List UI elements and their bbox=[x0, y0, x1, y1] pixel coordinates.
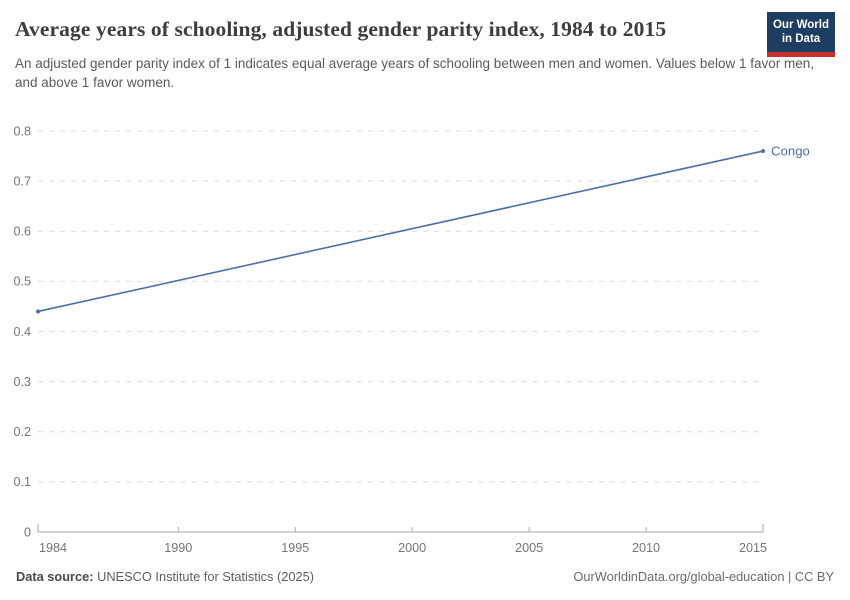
y-tick-label: 0.5 bbox=[13, 275, 31, 289]
x-tick-label: 1995 bbox=[281, 541, 309, 555]
x-tick-label: 2010 bbox=[632, 541, 660, 555]
data-source: Data source: UNESCO Institute for Statis… bbox=[16, 569, 314, 584]
x-tick-label: 2005 bbox=[515, 541, 543, 555]
data-source-value: UNESCO Institute for Statistics (2025) bbox=[97, 569, 315, 584]
owid-logo-text-line1: Our World bbox=[772, 19, 829, 31]
y-tick-label: 0.3 bbox=[13, 375, 31, 389]
x-tick-label: 1984 bbox=[39, 541, 67, 555]
owid-logo-text-line2: in Data bbox=[781, 33, 821, 46]
y-tick-label: 0 bbox=[24, 525, 31, 539]
y-tick-label: 0.4 bbox=[13, 325, 31, 339]
page-title: Average years of schooling, adjusted gen… bbox=[15, 17, 667, 41]
y-tick-label: 0.2 bbox=[13, 425, 31, 439]
data-source-label: Data source: bbox=[16, 569, 94, 584]
data-point-marker bbox=[761, 149, 765, 154]
y-tick-label: 0.8 bbox=[13, 124, 31, 138]
entity-label: Congo bbox=[771, 144, 810, 159]
y-tick-label: 0.6 bbox=[13, 225, 31, 239]
series-line bbox=[37, 150, 764, 313]
owid-url-link[interactable]: OurWorldinData.org/global-education | CC… bbox=[573, 569, 834, 584]
y-tick-label: 0.7 bbox=[13, 174, 31, 188]
chart-subtitle: An adjusted gender parity index of 1 ind… bbox=[15, 56, 814, 91]
x-tick-label: 2000 bbox=[398, 541, 426, 555]
owid-logo[interactable]: Our World in Data bbox=[767, 12, 835, 57]
chart-footer: Data source: UNESCO Institute for Statis… bbox=[16, 569, 834, 584]
data-point-marker bbox=[36, 309, 40, 314]
y-tick-label: 0.1 bbox=[13, 475, 31, 489]
x-tick-label: 2015 bbox=[739, 541, 767, 555]
chart-header: Average years of schooling, adjusted gen… bbox=[15, 12, 835, 92]
x-tick-label: 1990 bbox=[164, 541, 192, 555]
